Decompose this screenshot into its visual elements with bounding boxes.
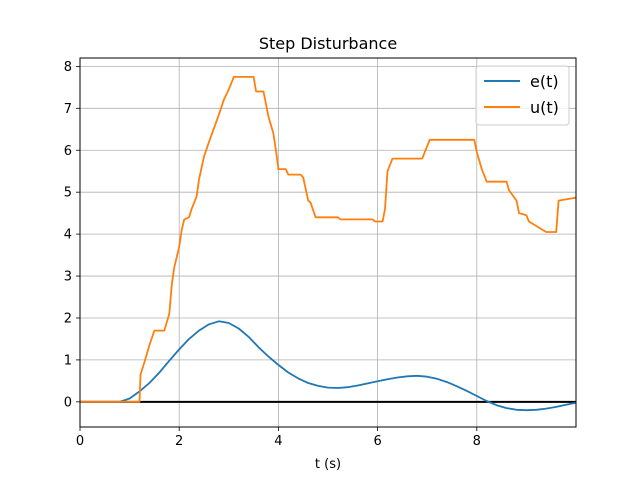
y-tick-label: 5	[64, 186, 72, 201]
y-tick-label: 8	[64, 60, 72, 75]
x-axis-label: t (s)	[315, 457, 341, 472]
x-tick-label: 2	[175, 434, 183, 449]
y-tick-label: 2	[64, 311, 72, 326]
chart-title: Step Disturbance	[259, 34, 397, 53]
axes-frame	[79, 57, 577, 428]
series-line-u	[80, 76, 577, 403]
x-tick-label: 8	[473, 434, 481, 449]
y-tick-label: 0	[64, 395, 72, 410]
y-tick-label: 6	[64, 144, 72, 159]
y-tick-label: 7	[64, 102, 72, 117]
y-axis-ticks: 0 1 2 3 4 5 6 7 8	[64, 60, 80, 410]
y-tick-label: 3	[64, 270, 72, 285]
x-tick-label: 0	[76, 434, 84, 449]
legend-label-u: u(t)	[530, 98, 559, 117]
x-axis-ticks: 0 2 4 6 8	[76, 427, 481, 449]
legend-label-e: e(t)	[530, 72, 559, 91]
x-tick-label: 4	[274, 434, 282, 449]
y-tick-label: 4	[64, 228, 72, 243]
series-line-e	[80, 320, 577, 412]
y-tick-label: 1	[64, 353, 72, 368]
x-tick-label: 6	[373, 434, 381, 449]
series-layer	[80, 76, 577, 412]
legend: e(t) u(t)	[475, 65, 570, 126]
